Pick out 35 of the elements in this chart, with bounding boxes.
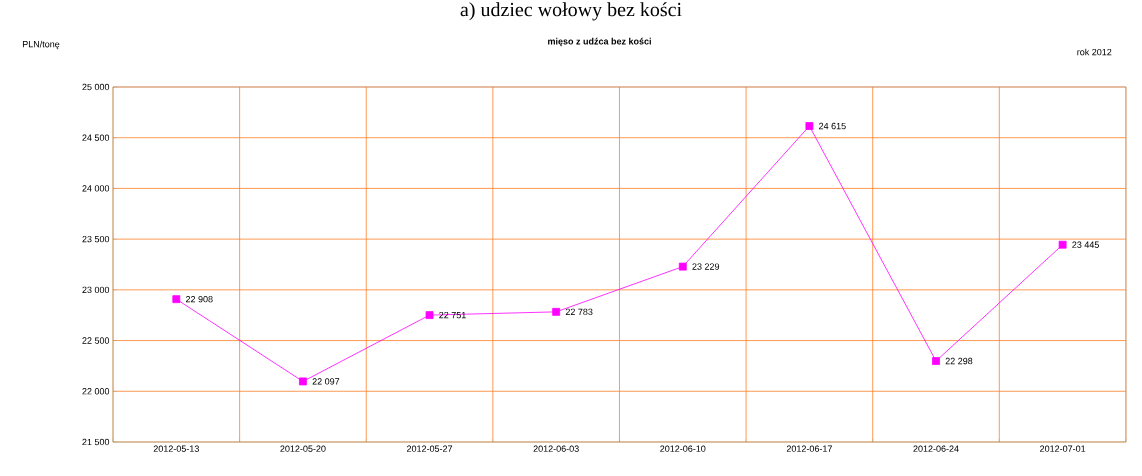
y-tick-label: 25 000 bbox=[82, 83, 110, 91]
x-tick-label: 2012-05-13 bbox=[153, 445, 199, 452]
data-label: 23 229 bbox=[692, 263, 720, 270]
point bbox=[299, 377, 307, 386]
text: rok 2012 bbox=[1077, 48, 1112, 56]
x-tick-label: 2012-06-10 bbox=[660, 445, 706, 452]
data-label: 24 615 bbox=[819, 122, 846, 130]
point bbox=[552, 307, 561, 316]
chart-subtitle: mięso z udźca bez kości bbox=[548, 37, 651, 47]
data-label: 23 445 bbox=[1072, 241, 1099, 248]
y-axis-title: PLN/tonę bbox=[22, 40, 60, 50]
x-tick-label: 2012-07-01 bbox=[1040, 445, 1086, 452]
y-tick-label: 22 500 bbox=[82, 337, 110, 344]
point bbox=[425, 311, 434, 319]
y-tick-label: 22 000 bbox=[82, 388, 110, 395]
data-label: 22 298 bbox=[945, 357, 973, 365]
x-tick-label: 2012-06-24 bbox=[913, 445, 959, 452]
chart-title: a) udziec wołowy bez kości bbox=[460, 2, 682, 21]
y-tick-label: 23 500 bbox=[82, 235, 110, 243]
point bbox=[805, 122, 814, 130]
point bbox=[932, 357, 940, 365]
y-tick-label: 24 500 bbox=[82, 134, 110, 141]
y-tick-label: 23 000 bbox=[82, 286, 110, 294]
data-label: 22 097 bbox=[312, 378, 340, 385]
point bbox=[172, 295, 181, 304]
x-tick-label: 2012-06-03 bbox=[533, 445, 579, 452]
point bbox=[678, 262, 687, 271]
y-tick-label: 24 000 bbox=[82, 185, 110, 192]
x-tick-label: 2012-05-27 bbox=[406, 445, 453, 452]
point bbox=[1058, 240, 1067, 249]
data-label: 22 908 bbox=[185, 295, 213, 303]
x-tick-label: 2012-06-17 bbox=[786, 445, 832, 452]
y-tick-label: 21 500 bbox=[82, 438, 110, 446]
x-tick-label: 2012-05-20 bbox=[280, 445, 326, 452]
data-label: 22 783 bbox=[565, 308, 593, 316]
